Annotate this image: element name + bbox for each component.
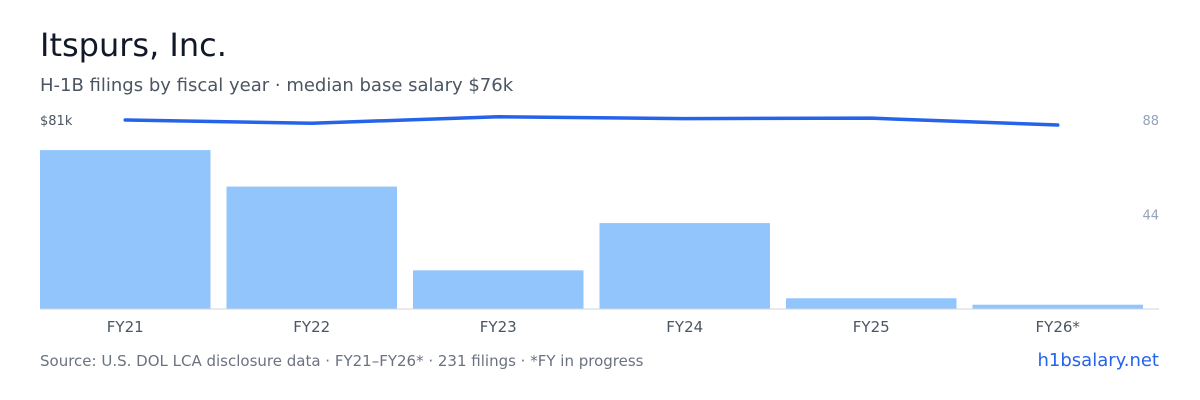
right-axis: 88 44 (1142, 114, 1159, 224)
source-note: Source: U.S. DOL LCA disclosure data · F… (40, 352, 644, 370)
x-tick-label: FY21 (107, 318, 144, 336)
x-tick-label: FY25 (853, 318, 890, 336)
bar-fy23[interactable] (413, 270, 584, 309)
bar-fy22[interactable] (226, 186, 398, 309)
x-tick-label: FY26* (1036, 318, 1081, 336)
left-axis-tick-label: $81k (40, 114, 73, 129)
bar-fy21[interactable] (40, 150, 211, 309)
x-tick-label: FY22 (293, 318, 330, 336)
bar-fy25[interactable] (786, 298, 957, 309)
right-axis-tick-label: 88 (1142, 114, 1159, 129)
chart-title: Itspurs, Inc. (40, 26, 227, 64)
chart-subtitle: H-1B filings by fiscal year · median bas… (40, 75, 514, 96)
bars-layer (40, 150, 1143, 309)
median-salary-line (123, 115, 1060, 127)
x-tick-labels: FY21 FY22 FY23 FY24 FY25 FY26* (107, 318, 1081, 336)
bar-fy24[interactable] (599, 223, 771, 309)
line-layer (123, 115, 1060, 127)
bar-fy26-partial[interactable] (972, 304, 1144, 309)
x-tick-label: FY23 (480, 318, 517, 336)
x-tick-label: FY24 (666, 318, 703, 336)
left-axis: $81k (40, 114, 73, 129)
right-axis-tick-label: 44 (1142, 209, 1159, 224)
brand-link[interactable]: h1bsalary.net (1037, 350, 1159, 371)
